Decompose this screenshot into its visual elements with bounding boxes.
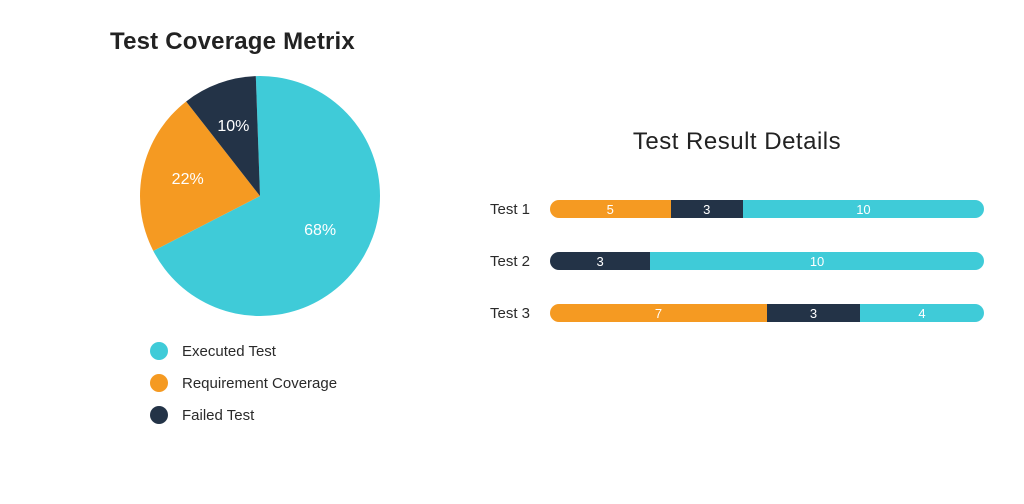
bar-track: 310 bbox=[550, 252, 984, 270]
pie-chart: 68% 22% 10% bbox=[140, 76, 380, 316]
bar-segment: 10 bbox=[650, 252, 984, 270]
legend-swatch bbox=[150, 406, 168, 424]
legend-label: Requirement Coverage bbox=[182, 375, 337, 392]
bars-title: Test Result Details bbox=[490, 128, 984, 156]
legend-item: Requirement Coverage bbox=[150, 374, 460, 392]
pie-panel: Test Coverage Metrix 68% 22% 10% Executed … bbox=[40, 28, 460, 484]
legend-label: Failed Test bbox=[182, 407, 254, 424]
bar-row-label: Test 3 bbox=[490, 305, 550, 322]
bar-row: Test 15310 bbox=[490, 200, 984, 218]
bar-segment: 3 bbox=[767, 304, 860, 322]
pie-svg bbox=[140, 76, 380, 316]
legend-item: Failed Test bbox=[150, 406, 460, 424]
bar-segment: 3 bbox=[671, 200, 743, 218]
pie-slice-label: 10% bbox=[217, 118, 249, 136]
bar-row: Test 3734 bbox=[490, 304, 984, 322]
bars-container: Test 15310Test 2310Test 3734 bbox=[490, 200, 984, 322]
bar-row-label: Test 1 bbox=[490, 201, 550, 218]
bar-track: 5310 bbox=[550, 200, 984, 218]
bars-panel: Test Result Details Test 15310Test 2310T… bbox=[460, 28, 984, 484]
bar-row-label: Test 2 bbox=[490, 253, 550, 270]
bar-segment: 5 bbox=[550, 200, 671, 218]
legend-label: Executed Test bbox=[182, 343, 276, 360]
legend-swatch bbox=[150, 374, 168, 392]
bar-segment: 3 bbox=[550, 252, 650, 270]
pie-slice-label: 22% bbox=[172, 171, 204, 189]
bar-row: Test 2310 bbox=[490, 252, 984, 270]
pie-title: Test Coverage Metrix bbox=[40, 28, 460, 56]
bar-track: 734 bbox=[550, 304, 984, 322]
bar-segment: 10 bbox=[743, 200, 984, 218]
pie-slice-label: 68% bbox=[304, 222, 336, 240]
legend-item: Executed Test bbox=[150, 342, 460, 360]
pie-legend: Executed Test Requirement Coverage Failed … bbox=[150, 342, 460, 424]
legend-swatch bbox=[150, 342, 168, 360]
bar-segment: 4 bbox=[860, 304, 984, 322]
bar-segment: 7 bbox=[550, 304, 767, 322]
